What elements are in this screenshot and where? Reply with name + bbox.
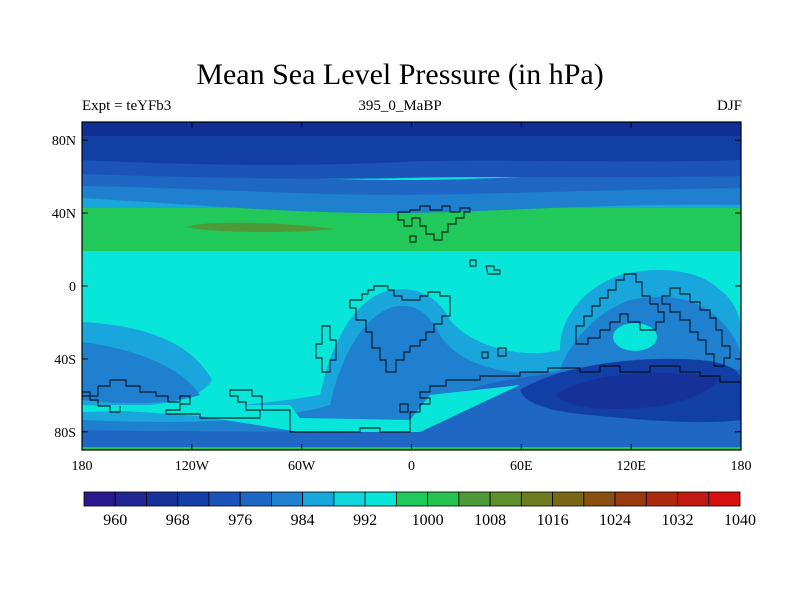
- field-1000-south: [110, 385, 520, 432]
- colorbar-label: 1040: [724, 512, 756, 529]
- colorbar-label: 984: [291, 512, 315, 529]
- x-tick-label: 120W: [175, 459, 210, 474]
- x-tick-label: 180: [72, 459, 93, 474]
- colorbar-swatch: [614, 491, 647, 507]
- colorbar-swatch: [208, 491, 241, 507]
- colorbar-swatch: [552, 491, 585, 507]
- coastline-south-america: [349, 285, 451, 373]
- colorbar-swatch: [489, 491, 522, 507]
- coastline-island-4: [481, 351, 489, 359]
- x-tick-label: 180: [731, 459, 752, 474]
- y-tick-label: 40N: [52, 207, 76, 222]
- coastline-antarctic-edge: [82, 386, 99, 397]
- y-tick-label: 40S: [54, 353, 76, 368]
- x-tick-label: 60W: [288, 459, 316, 474]
- field-1016-high: [186, 222, 335, 233]
- colorbar-label: 960: [103, 512, 127, 529]
- coastline-east: [661, 287, 731, 367]
- pressure-field: [82, 122, 741, 450]
- period-label: 395_0_MaBP: [358, 98, 442, 114]
- coastline-west-south: [315, 325, 337, 373]
- colorbar-swatch: [333, 491, 366, 507]
- y-tick-label: 80N: [52, 134, 76, 149]
- experiment-label: Expt = teYFb3: [82, 98, 172, 114]
- colorbar-swatch: [645, 491, 678, 507]
- colorbar: 960 968 976 984 992 1000 1008 1016 1024 1032 1040: [83, 491, 756, 529]
- season-label: DJF: [716, 98, 742, 114]
- colorbar-swatch: [677, 491, 710, 507]
- coastlines: [82, 205, 741, 433]
- field-984-south: [82, 342, 200, 404]
- coastline-south-pacific: [82, 391, 121, 413]
- field-960-low: [555, 372, 720, 410]
- coastline-australia: [575, 273, 665, 345]
- coastline-island-2: [469, 259, 477, 267]
- coastline-island-1: [409, 235, 417, 243]
- colorbar-swatch: [239, 491, 272, 507]
- colorbar-swatch: [271, 491, 304, 507]
- colorbar-swatch: [458, 491, 491, 507]
- colorbar-swatch: [395, 491, 429, 507]
- colorbar-label: 1008: [474, 512, 506, 529]
- coastline-island-3: [485, 265, 501, 275]
- colorbar-swatch: [364, 491, 397, 507]
- x-tick-label: 60E: [510, 459, 533, 474]
- coastline-south-islands: [399, 403, 409, 413]
- colorbar-label: 1000: [412, 512, 444, 529]
- axis-ticks: 180 120W 60W 0 60E 120E 180 80N 40N 0 40S 80S: [52, 122, 752, 474]
- colorbar-swatch: [177, 491, 210, 507]
- x-tick-label: 0: [408, 459, 415, 474]
- field-1000-bubble: [613, 323, 657, 351]
- field-polar-edge: [82, 122, 741, 136]
- colorbar-label: 1016: [537, 512, 569, 529]
- x-tick-label: 120E: [616, 459, 646, 474]
- colorbar-label: 992: [353, 512, 377, 529]
- coastline-island-5: [497, 347, 507, 357]
- y-tick-label: 0: [69, 280, 76, 295]
- colorbar-swatch: [520, 491, 553, 507]
- colorbar-swatch: [583, 491, 616, 507]
- colorbar-label: 1024: [599, 512, 631, 529]
- colorbar-swatch: [302, 491, 335, 507]
- colorbar-label: 976: [228, 512, 252, 529]
- coastline-north: [397, 205, 471, 241]
- colorbar-swatch: [83, 491, 116, 507]
- map-title: Mean Sea Level Pressure (in hPa): [196, 58, 604, 91]
- colorbar-label: 1032: [662, 512, 694, 529]
- colorbar-swatch: [114, 491, 147, 507]
- colorbar-label: 968: [166, 512, 190, 529]
- colorbar-swatch: [708, 491, 741, 507]
- colorbar-swatch: [427, 491, 460, 507]
- colorbar-swatch: [146, 491, 179, 507]
- coastline-antarctic-west: [98, 365, 741, 433]
- y-tick-label: 80S: [54, 426, 76, 441]
